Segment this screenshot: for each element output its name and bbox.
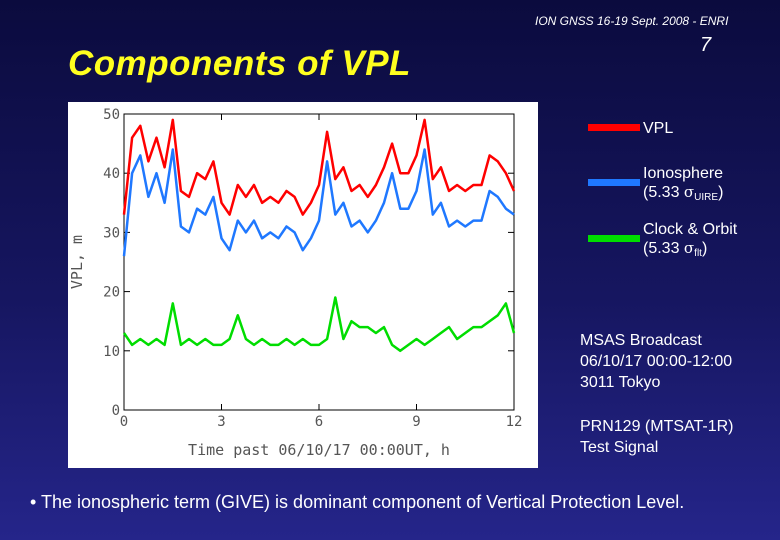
y-tick-label: 50 [103, 107, 120, 123]
y-tick-label: 30 [103, 225, 120, 241]
legend-clock-orbit-formula: (5.33 σflt) [643, 239, 708, 259]
y-axis-label: VPL, m [68, 235, 86, 289]
legend-label-ionosphere: Ionosphere (5.33 σUIRE) [643, 164, 723, 207]
x-tick-label: 6 [315, 414, 323, 430]
summary-bullet: • The ionospheric term (GIVE) is dominan… [30, 492, 685, 512]
y-tick-label: 10 [103, 344, 120, 360]
y-tick-label: 20 [103, 285, 120, 301]
x-axis-label: Time past 06/10/17 00:00UT, h [188, 441, 450, 459]
legend-ionosphere-name: Ionosphere [643, 165, 724, 182]
series-line-ionosphere [122, 148, 515, 257]
signal-line: Test Signal [580, 439, 659, 456]
plot-frame [123, 113, 515, 411]
legend-clock-orbit-name: Clock & Orbit [643, 221, 738, 238]
series-line-clock-orbit [122, 296, 516, 353]
broadcast-info: MSAS Broadcast 06/10/17 00:00-12:00 3011… [580, 330, 732, 393]
vpl-chart-panel: 0 10 20 30 40 50 0 3 6 9 12 Time past 06/10/17 00:0… [68, 102, 538, 468]
legend-label-vpl: VPL [643, 120, 674, 137]
legend-swatch-ionosphere [588, 179, 640, 186]
legend-swatch-vpl [588, 124, 640, 131]
signal-info: PRN129 (MTSAT-1R) Test Signal [580, 416, 734, 458]
slide-title: Components of VPL [68, 44, 411, 83]
legend-ionosphere-formula: (5.33 σUIRE) [643, 183, 724, 203]
series-line-vpl [122, 118, 516, 216]
x-tick-label: 0 [120, 414, 128, 430]
legend-swatch-clock-orbit [588, 235, 640, 242]
x-tick-label: 12 [506, 414, 523, 430]
legend-label-clock-orbit: Clock & Orbit (5.33 σflt) [643, 220, 737, 263]
x-tick-label: 9 [412, 414, 420, 430]
slide-number: 7 [700, 34, 712, 56]
x-tick-label: 3 [217, 414, 225, 430]
broadcast-line: 06/10/17 00:00-12:00 [580, 353, 733, 370]
y-tick-label: 0 [112, 403, 120, 419]
conference-label: ION GNSS 16-19 Sept. 2008 - ENRI [535, 14, 729, 28]
broadcast-line: 3011 Tokyo [580, 374, 661, 391]
y-tick-label: 40 [103, 166, 120, 182]
signal-line: PRN129 (MTSAT-1R) [580, 418, 734, 435]
vpl-chart: 0 10 20 30 40 50 0 3 6 9 12 Time past 06/10/17 00:0… [68, 107, 523, 459]
broadcast-line: MSAS Broadcast [580, 332, 702, 349]
